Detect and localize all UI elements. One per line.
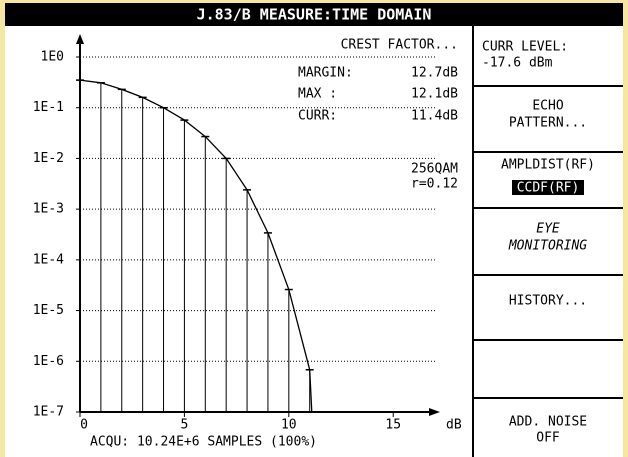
y-tick-label: 1E-7 bbox=[33, 405, 64, 420]
menu-text[interactable]: AMPLDIST(RF) bbox=[501, 158, 595, 173]
x-axis-label: dB bbox=[446, 418, 462, 433]
menu-text[interactable]: CCDF(RF) bbox=[517, 181, 580, 196]
y-tick-label: 1E-6 bbox=[33, 354, 64, 369]
y-tick-label: 1E-4 bbox=[33, 252, 64, 267]
footer: ACQU: 10.24E+6 SAMPLES (100%) bbox=[90, 435, 317, 450]
annotation: 12.1dB bbox=[411, 87, 458, 102]
annotation: 256QAM bbox=[411, 162, 458, 177]
menu-text[interactable]: OFF bbox=[536, 431, 560, 446]
y-tick-label: 1E0 bbox=[41, 50, 64, 65]
annotation: 11.4dB bbox=[411, 109, 458, 124]
annotation: MARGIN: bbox=[298, 66, 353, 81]
menu-borders bbox=[472, 26, 623, 457]
x-axis-arrow bbox=[429, 408, 440, 416]
y-tick-label: 1E-3 bbox=[33, 202, 64, 217]
title-bar bbox=[5, 3, 623, 26]
title: J.83/B MEASURE:TIME DOMAIN bbox=[197, 6, 432, 24]
x-tick-label: 10 bbox=[281, 418, 297, 433]
menu-text: CURR LEVEL: bbox=[482, 40, 568, 55]
annotation: r=0.12 bbox=[411, 177, 458, 192]
y-tick-label: 1E-1 bbox=[33, 100, 64, 115]
menu-text[interactable]: ADD. NOISE bbox=[509, 415, 587, 430]
selected-highlight bbox=[512, 180, 584, 195]
annotation: 12.7dB bbox=[411, 66, 458, 81]
menu-text: -17.6 dBm bbox=[482, 56, 553, 71]
x-tick-label: 0 bbox=[80, 418, 88, 433]
plot-area bbox=[5, 26, 473, 457]
menu-text[interactable]: MONITORING bbox=[508, 239, 587, 254]
menu-panel bbox=[473, 26, 623, 457]
annotation: CURR: bbox=[298, 109, 337, 124]
menu-text[interactable]: EYE bbox=[536, 222, 560, 237]
annotation: MAX : bbox=[298, 87, 337, 102]
x-tick-label: 15 bbox=[385, 418, 401, 433]
menu-text[interactable]: ECHO bbox=[532, 99, 563, 114]
x-tick-label: 5 bbox=[180, 418, 188, 433]
menu-text[interactable]: PATTERN... bbox=[509, 116, 587, 131]
menu-text[interactable]: HISTORY... bbox=[509, 294, 587, 309]
annotation: CREST FACTOR... bbox=[341, 38, 458, 53]
y-tick-label: 1E-5 bbox=[33, 303, 64, 318]
y-axis-arrow bbox=[76, 34, 84, 44]
y-tick-label: 1E-2 bbox=[33, 151, 64, 166]
ccdf-curve bbox=[79, 79, 313, 413]
